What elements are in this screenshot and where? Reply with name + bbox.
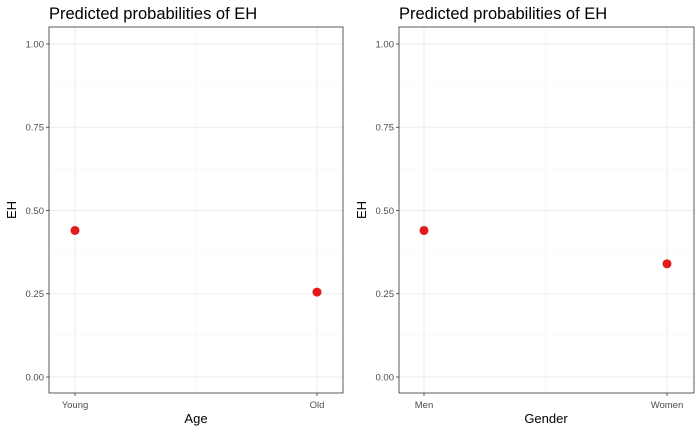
y-tick-label: 0.75 (26, 123, 45, 134)
data-point (312, 287, 322, 297)
y-tick-label: 0.25 (376, 289, 395, 300)
axis-ticks (396, 43, 668, 396)
y-tick-label: 0.00 (376, 372, 395, 383)
panel-border (398, 26, 695, 394)
x-tick-label: Old (310, 400, 325, 411)
x-axis-label: Age (184, 411, 207, 426)
y-tick-label: 1.00 (26, 39, 45, 50)
y-tick-label: 0.00 (26, 372, 45, 383)
gridlines (399, 27, 694, 393)
data-point (70, 225, 80, 235)
y-tick-labels: 0.00 0.25 0.50 0.75 1.00 (376, 39, 395, 383)
data-points (70, 225, 322, 297)
chart-age: Predicted probabilities of EH 0.000.250.… (4, 5, 344, 426)
y-tick-labels: 0.00 0.25 0.50 0.75 1.00 (26, 39, 45, 383)
x-tick-label: Women (651, 400, 684, 411)
y-tick-label: 1.00 (376, 39, 395, 50)
y-tick-label: 0.50 (26, 206, 45, 217)
chart-gender: Predicted probabilities of EH 0.000.250.… (354, 5, 695, 426)
x-tick-labels: Men Women (415, 400, 684, 411)
panel-border (48, 26, 344, 394)
x-axis-label: Gender (524, 411, 568, 426)
x-tick-label: Men (415, 400, 433, 411)
axis-ticks (46, 43, 318, 396)
data-point (662, 259, 672, 269)
y-tick-label: 0.25 (26, 289, 45, 300)
chart-title: Predicted probabilities of EH (399, 5, 607, 23)
y-axis-label: EH (4, 201, 19, 219)
chart-title: Predicted probabilities of EH (49, 5, 257, 23)
data-points (419, 225, 672, 269)
gridlines (49, 27, 343, 393)
y-tick-label: 0.50 (376, 206, 395, 217)
y-axis-label: EH (354, 201, 369, 219)
y-tick-label: 0.75 (376, 123, 395, 134)
data-point (419, 225, 429, 235)
x-tick-labels: Young Old (62, 400, 325, 411)
x-tick-label: Young (62, 400, 89, 411)
